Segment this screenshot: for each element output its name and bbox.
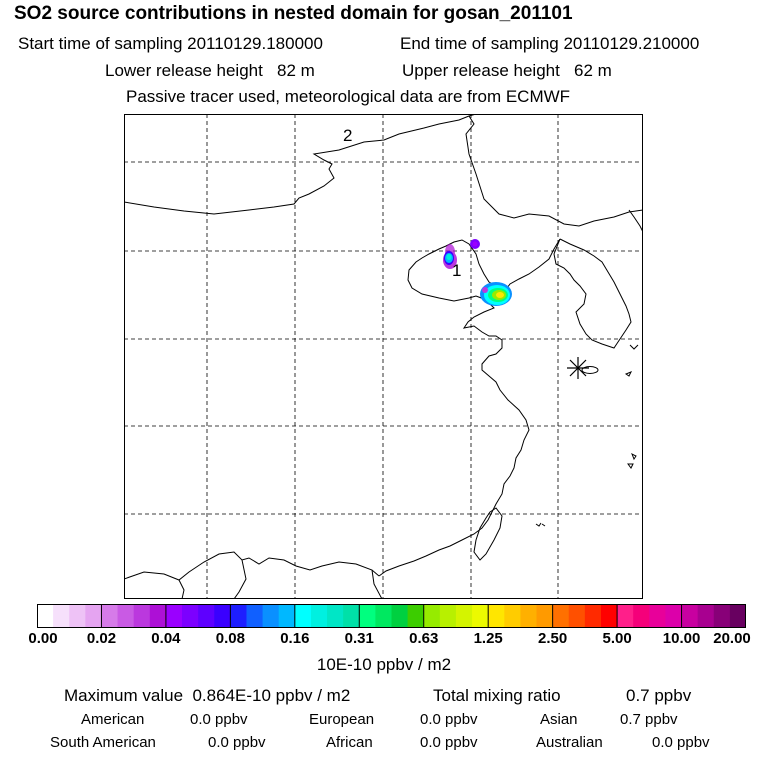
- region-name: Australian: [536, 734, 603, 751]
- receptor-asterisk-marker: [567, 357, 589, 379]
- colorbar-cell: [101, 604, 119, 628]
- total-mixing-ratio-value: 0.7 ppbv: [626, 686, 692, 705]
- colorbar-cell: [230, 604, 248, 628]
- colorbar-cell: [246, 604, 264, 628]
- colorbar-cell: [439, 604, 457, 628]
- plume-a: [443, 239, 480, 269]
- colorbar-cell: [729, 604, 746, 628]
- region-name: European: [309, 711, 375, 728]
- end-time-text: End time of sampling 20110129.210000: [400, 34, 700, 53]
- colorbar-cell: [488, 604, 505, 628]
- colorbar-cell: [294, 604, 312, 628]
- colorbar-cell: [504, 604, 522, 628]
- colorbar-cell: [85, 604, 103, 628]
- colorbar-cell: [37, 604, 54, 628]
- colorbar-tick-label: 2.50: [538, 630, 568, 647]
- colorbar-cell: [681, 604, 699, 628]
- region-value: 0.7 ppbv: [620, 711, 678, 728]
- colorbar-cell: [472, 604, 489, 628]
- colorbar-tick-label: 0.16: [280, 630, 310, 647]
- colorbar-tick-label: 10.00: [662, 630, 701, 647]
- region-value: 0.0 ppbv: [652, 734, 710, 751]
- colorbar-cell: [310, 604, 328, 628]
- region-name: Asian: [540, 711, 578, 728]
- colorbar-cell: [117, 604, 135, 628]
- colorbar-cell: [343, 604, 360, 628]
- region-value: 0.0 ppbv: [190, 711, 248, 728]
- colorbar-cell: [278, 604, 296, 628]
- region-name: American: [81, 711, 145, 728]
- colorbar-tick-label: 0.31: [344, 630, 374, 647]
- colorbar-cell: [133, 604, 151, 628]
- colorbar-cell: [617, 604, 634, 628]
- lower-release-height-text: Lower release height 82 m: [105, 61, 315, 80]
- colorbar-cell: [214, 604, 231, 628]
- colorbar-cell: [359, 604, 376, 628]
- colorbar-cell: [584, 604, 602, 628]
- colorbar-cell: [165, 604, 183, 628]
- map-label-1: 1: [452, 261, 461, 280]
- colorbar-tick-label: 0.00: [28, 630, 58, 647]
- colorbar-cell: [327, 604, 344, 628]
- colorbar-cell: [552, 604, 570, 628]
- colorbar-tick-label: 0.02: [86, 630, 117, 647]
- colorbar-tick-label: 5.00: [602, 630, 632, 647]
- map-label-2: 2: [343, 126, 352, 145]
- colorbar-cell: [649, 604, 667, 628]
- region-value: 0.0 ppbv: [420, 734, 478, 751]
- colorbar-cell: [520, 604, 538, 628]
- region-value: 0.0 ppbv: [208, 734, 266, 751]
- upper-release-height-text: Upper release height 62 m: [402, 61, 612, 80]
- colorbar-cell: [665, 604, 683, 628]
- colorbar-unit: 10E-10 ppbv / m2: [316, 655, 452, 674]
- colorbar-tick-label: 1.25: [473, 630, 503, 647]
- colorbar-cell: [536, 604, 554, 628]
- colorbar-cell: [198, 604, 215, 628]
- colorbar-cell: [182, 604, 199, 628]
- plume-b: [480, 282, 512, 306]
- colorbar-tick-label: 0.08: [215, 630, 245, 647]
- coastlines-and-borders: [124, 114, 643, 599]
- colorbar-cell: [69, 604, 86, 628]
- map-title: SO2 source contributions in nested domai…: [14, 3, 573, 24]
- start-time-text: Start time of sampling 20110129.180000: [18, 34, 323, 53]
- colorbar-cell: [407, 604, 425, 628]
- maximum-value-text: Maximum value 0.864E-10 ppbv / m2: [64, 686, 351, 705]
- colorbar-cell: [423, 604, 441, 628]
- colorbar-cell: [149, 604, 167, 628]
- region-name: African: [326, 734, 373, 751]
- colorbar: [37, 604, 746, 628]
- lat-lon-grid: [124, 114, 643, 599]
- colorbar-cell: [375, 604, 393, 628]
- region-name: South American: [50, 734, 156, 751]
- colorbar-cell: [455, 604, 473, 628]
- colorbar-cell: [713, 604, 731, 628]
- map-panel: 1 2: [124, 114, 643, 599]
- colorbar-cell: [633, 604, 650, 628]
- colorbar-tick-label: 0.63: [409, 630, 439, 647]
- colorbar-cell: [262, 604, 280, 628]
- colorbar-tick-label: 0.04: [151, 630, 181, 647]
- colorbar-cell: [391, 604, 409, 628]
- colorbar-cell: [53, 604, 70, 628]
- colorbar-cell: [600, 604, 618, 628]
- colorbar-tick-label: 20.00: [713, 630, 751, 647]
- colorbar-cell: [697, 604, 715, 628]
- region-value: 0.0 ppbv: [420, 711, 478, 728]
- tracer-note-text: Passive tracer used, meteorological data…: [126, 87, 571, 106]
- colorbar-cell: [568, 604, 586, 628]
- total-mixing-ratio-label: Total mixing ratio: [433, 686, 561, 705]
